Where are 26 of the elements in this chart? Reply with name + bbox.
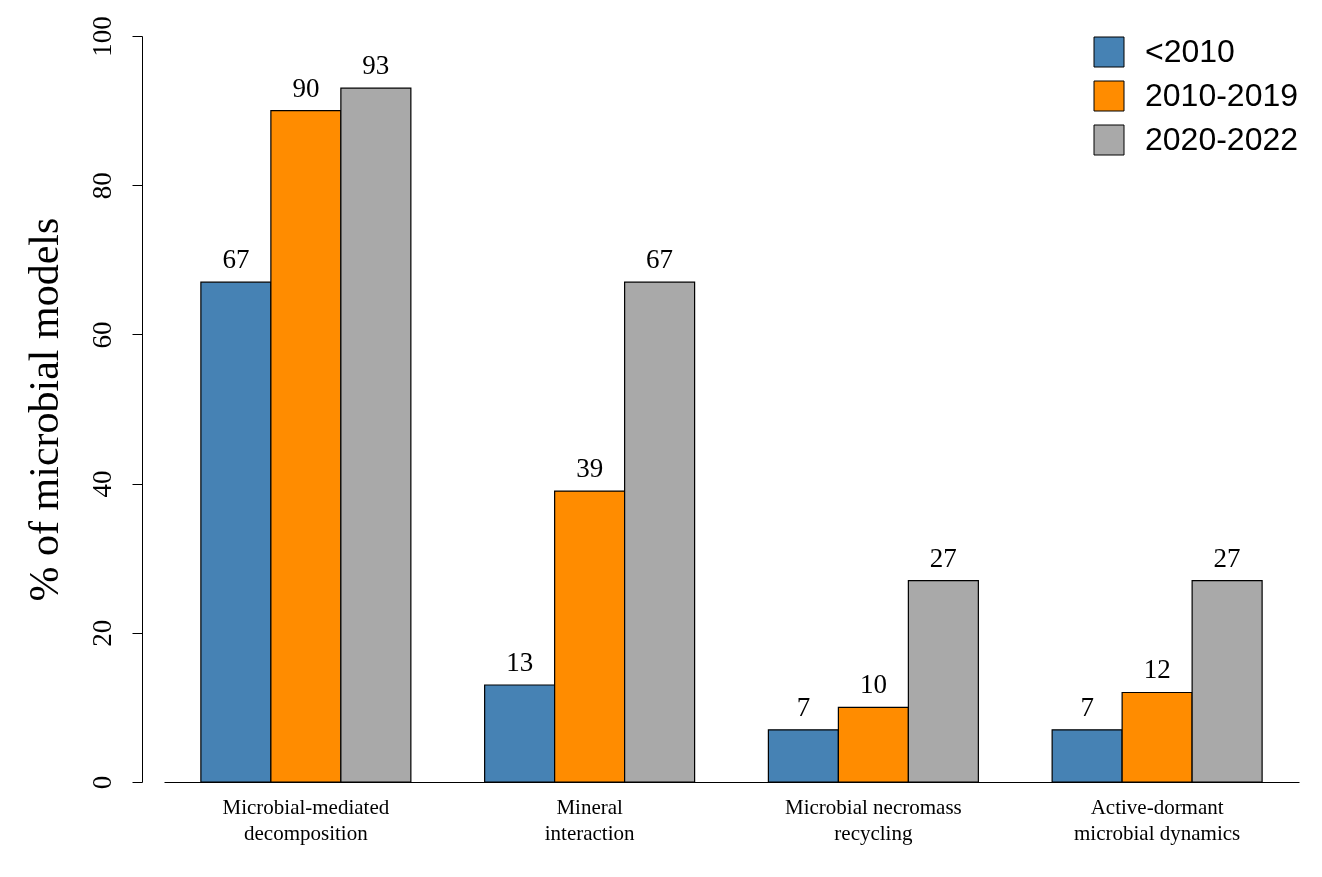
x-tick-label: Mineral interaction — [544, 794, 636, 845]
legend-label: <2010 — [1145, 33, 1235, 69]
y-tick-label: 0 — [86, 775, 117, 790]
y-axis-title: % of microbial models — [20, 217, 67, 602]
data-label: 67 — [646, 244, 674, 275]
x-tick-label: Microbial-mediated decomposition — [222, 794, 390, 845]
legend-label: 2020-2022 — [1145, 121, 1299, 157]
data-label: 7 — [1080, 691, 1094, 722]
y-tick-label: 40 — [86, 470, 117, 498]
data-label: 12 — [1143, 654, 1171, 685]
data-label: 90 — [292, 72, 320, 103]
data-label: 7 — [796, 691, 811, 722]
data-label: 27 — [929, 542, 957, 573]
data-label: 13 — [506, 647, 534, 678]
x-tick-label: Active-dormant microbial dynamics — [1074, 794, 1241, 845]
y-tick-label: 100 — [86, 16, 117, 57]
data-label: 67 — [222, 244, 250, 275]
legend-label: 2010-2019 — [1145, 77, 1299, 113]
data-label: 39 — [576, 453, 604, 484]
y-tick-label: 60 — [86, 321, 117, 349]
y-tick-label: 20 — [86, 619, 117, 647]
data-label: 10 — [859, 669, 887, 700]
y-tick-label: 80 — [86, 172, 117, 200]
x-tick-label: Microbial necromass recycling — [785, 794, 962, 845]
data-label: 27 — [1213, 542, 1241, 573]
data-label: 93 — [362, 50, 390, 81]
